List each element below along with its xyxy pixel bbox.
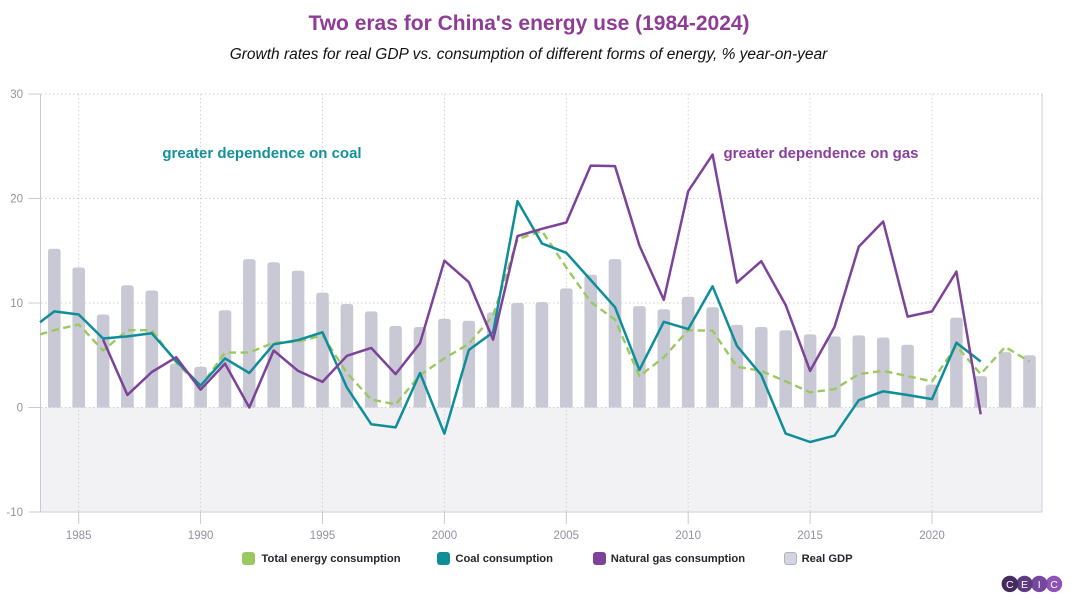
svg-text:2010: 2010 <box>675 530 701 542</box>
svg-text:1985: 1985 <box>66 530 92 542</box>
svg-text:2000: 2000 <box>432 530 458 542</box>
svg-text:2020: 2020 <box>919 530 945 542</box>
svg-text:2015: 2015 <box>797 530 823 542</box>
svg-text:greater dependence on gas: greater dependence on gas <box>723 145 918 162</box>
svg-text:E: E <box>1021 579 1028 591</box>
svg-text:2005: 2005 <box>554 530 580 542</box>
svg-text:10: 10 <box>10 298 23 310</box>
svg-text:1995: 1995 <box>310 530 336 542</box>
svg-text:I: I <box>1038 579 1041 591</box>
svg-text:1990: 1990 <box>188 530 214 542</box>
svg-text:-10: -10 <box>6 507 23 519</box>
svg-text:C: C <box>1050 579 1058 591</box>
svg-text:greater dependence on coal: greater dependence on coal <box>162 145 361 162</box>
svg-text:20: 20 <box>10 194 23 206</box>
svg-text:C: C <box>1006 579 1014 591</box>
svg-text:30: 30 <box>10 89 23 101</box>
svg-text:0: 0 <box>17 403 23 415</box>
